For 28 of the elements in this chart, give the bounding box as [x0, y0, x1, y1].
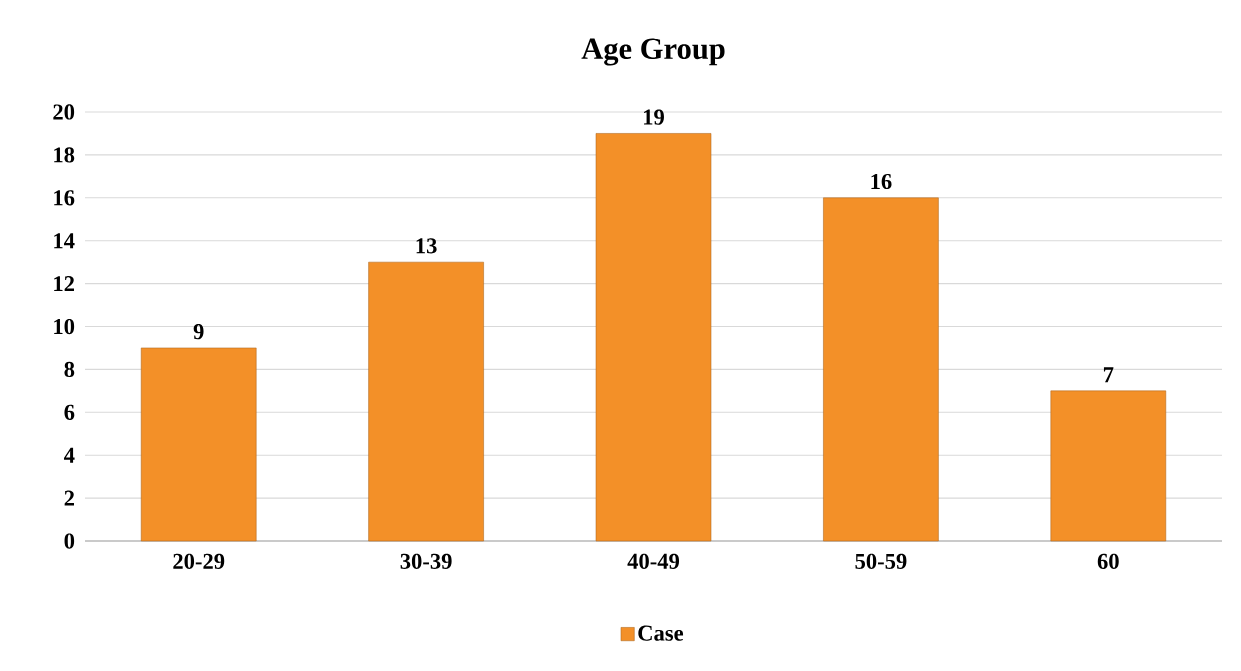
- data-label: 16: [871, 173, 892, 190]
- bar: [368, 261, 484, 542]
- y-tick-label: 4: [64, 447, 75, 463]
- x-tick-label: 40-49: [627, 553, 680, 569]
- y-tick-label: 14: [54, 233, 75, 249]
- x-tick-label: 20-29: [173, 553, 225, 569]
- x-tick-label: 50-59: [855, 553, 907, 569]
- y-tick-label: 16: [54, 190, 75, 206]
- y-tick-label: 20: [53, 104, 75, 120]
- x-tick-label: 60: [1097, 553, 1119, 569]
- y-tick-label: 2: [64, 490, 74, 506]
- y-tick-label: 12: [54, 276, 74, 292]
- y-tick-label: 6: [64, 404, 75, 420]
- y-tick-label: 8: [64, 361, 75, 378]
- bar: [823, 197, 939, 542]
- y-tick-label: 18: [54, 147, 75, 163]
- bar: [595, 133, 712, 542]
- legend-label: Case: [638, 625, 684, 641]
- data-label: 9: [193, 324, 204, 340]
- y-tick-label: 10: [54, 318, 75, 335]
- data-label: 7: [1103, 367, 1114, 383]
- chart-title: Age Group: [581, 38, 725, 66]
- bar: [1050, 390, 1167, 542]
- data-label: 13: [416, 238, 437, 254]
- y-tick-label: 0: [64, 533, 75, 549]
- x-tick-label: 30-39: [400, 553, 452, 569]
- data-label: 19: [644, 109, 664, 125]
- bar: [140, 347, 257, 542]
